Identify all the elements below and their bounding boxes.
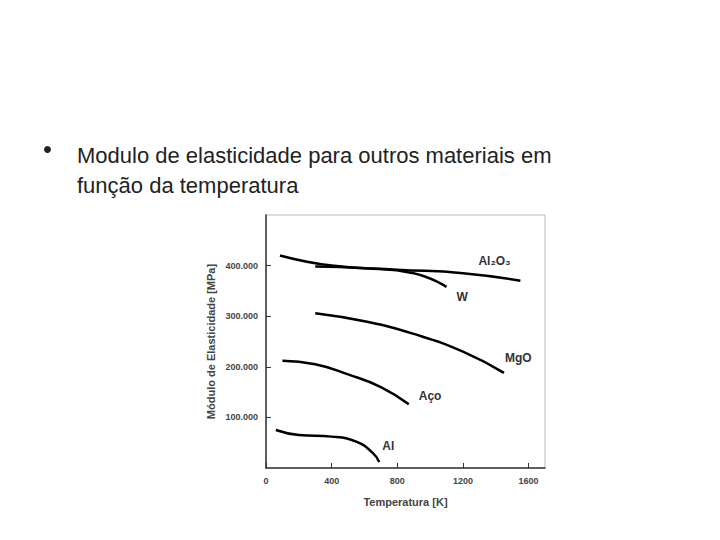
svg-text:Al₂O₃: Al₂O₃ (478, 254, 510, 268)
svg-text:Al: Al (382, 439, 394, 453)
svg-text:1600: 1600 (519, 476, 539, 486)
svg-text:função da temperatura: função da temperatura (77, 173, 299, 198)
svg-text:0: 0 (263, 476, 268, 486)
svg-text:200.000: 200.000 (225, 362, 258, 372)
svg-text:W: W (457, 290, 469, 304)
svg-text:300.000: 300.000 (225, 311, 258, 321)
svg-text:Temperatura [K]: Temperatura [K] (363, 496, 447, 508)
svg-text:400: 400 (324, 476, 339, 486)
svg-text:1200: 1200 (453, 476, 473, 486)
svg-text:Aço: Aço (419, 389, 442, 403)
svg-text:800: 800 (390, 476, 405, 486)
svg-text:MgO: MgO (505, 351, 532, 365)
svg-text:Modulo de elasticidade para ou: Modulo de elasticidade para outros mater… (77, 143, 558, 168)
svg-text:400.000: 400.000 (225, 261, 258, 271)
svg-text:Módulo de Elasticidade [MPa]: Módulo de Elasticidade [MPa] (205, 264, 217, 420)
svg-text:100.000: 100.000 (225, 412, 258, 422)
